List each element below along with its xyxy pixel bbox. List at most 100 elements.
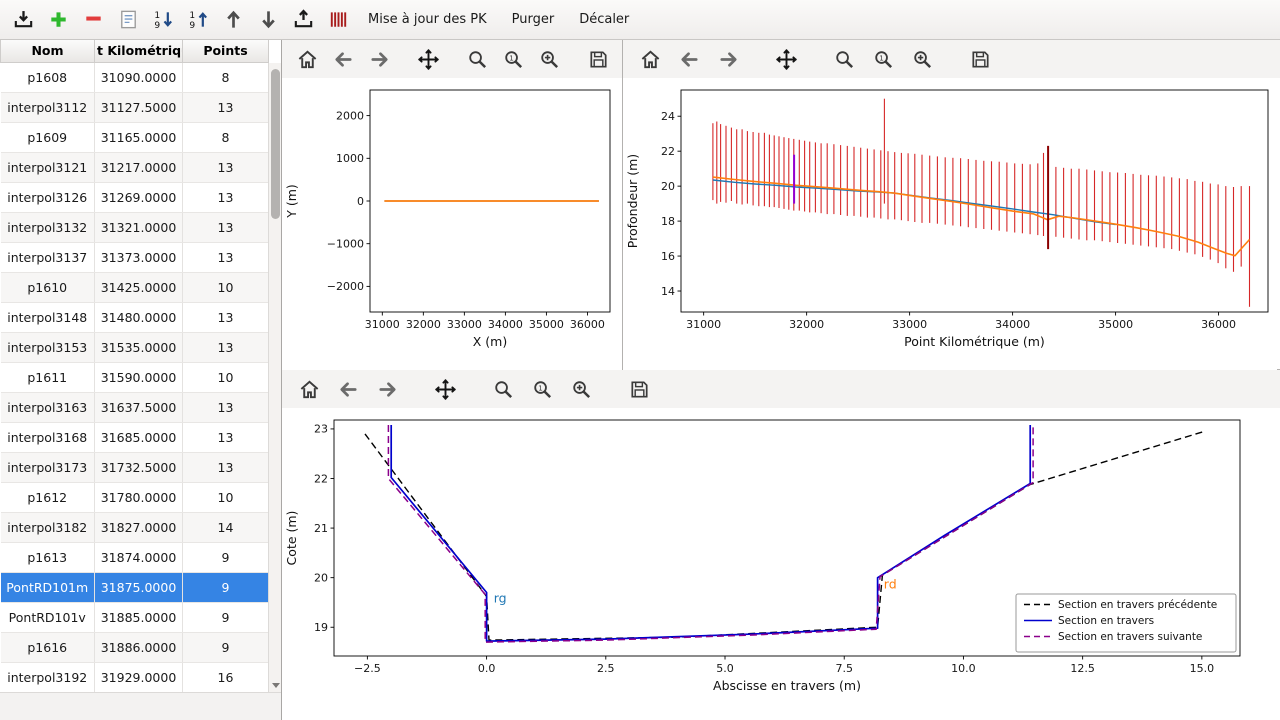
forward-icon[interactable] bbox=[368, 46, 391, 72]
update-pk-button[interactable]: Mise à jour des PK bbox=[360, 8, 495, 31]
cell-pk: 31480.0000 bbox=[95, 302, 183, 332]
export-icon[interactable] bbox=[290, 7, 316, 33]
table-row[interactable]: p161331874.00009 bbox=[1, 542, 269, 572]
cell-points: 13 bbox=[183, 422, 269, 452]
zoom-one-icon[interactable]: 1 bbox=[870, 46, 896, 72]
scrollbar-down-arrow-icon[interactable] bbox=[272, 683, 280, 688]
svg-text:31000: 31000 bbox=[686, 318, 721, 331]
cell-pk: 31269.0000 bbox=[95, 182, 183, 212]
cell-nom: interpol3132 bbox=[1, 212, 95, 242]
table-row[interactable]: PontRD101m31875.00009 bbox=[1, 572, 269, 602]
svg-text:24: 24 bbox=[661, 110, 675, 123]
table-row[interactable]: p161631886.00009 bbox=[1, 632, 269, 662]
column-header-2[interactable]: Points bbox=[183, 40, 269, 62]
zoom-icon[interactable] bbox=[466, 46, 489, 72]
table-row[interactable]: p160931165.00008 bbox=[1, 122, 269, 152]
scrollbar-thumb[interactable] bbox=[271, 69, 280, 219]
cell-points: 10 bbox=[183, 482, 269, 512]
longitudinal-profile-panel: 1 31000320003300034000350003600014161820… bbox=[623, 40, 1280, 369]
cross-section-chart[interactable]: −2.50.02.55.07.510.012.515.01920212223Ab… bbox=[282, 408, 1278, 716]
table-scrollbar[interactable] bbox=[268, 63, 281, 692]
save-icon[interactable] bbox=[587, 46, 610, 72]
zoom-in-icon[interactable] bbox=[568, 376, 594, 402]
cell-pk: 31127.5000 bbox=[95, 92, 183, 122]
svg-text:20: 20 bbox=[661, 180, 675, 193]
cell-nom: p1613 bbox=[1, 542, 95, 572]
longitudinal-profile-chart[interactable]: 3100032000330003400035000360001416182022… bbox=[623, 78, 1277, 370]
zoom-icon[interactable] bbox=[490, 376, 516, 402]
cross-section-panel: 1 −2.50.02.55.07.510.012.515.01920212223… bbox=[282, 370, 1280, 720]
edit-doc-icon[interactable] bbox=[115, 7, 141, 33]
table-row[interactable]: interpol312131217.000013 bbox=[1, 152, 269, 182]
column-header-0[interactable]: Nom bbox=[1, 40, 95, 62]
table-row[interactable]: p161031425.000010 bbox=[1, 272, 269, 302]
svg-text:32000: 32000 bbox=[789, 318, 824, 331]
plan-view-chart[interactable]: 310003200033000340003500036000−2000−1000… bbox=[282, 78, 622, 370]
cell-nom: interpol3163 bbox=[1, 392, 95, 422]
cell-nom: interpol3168 bbox=[1, 422, 95, 452]
table-row[interactable]: interpol316831685.000013 bbox=[1, 422, 269, 452]
zoom-in-icon[interactable] bbox=[538, 46, 561, 72]
top-plots-row: 1» 310003200033000340003500036000−2000−1… bbox=[282, 40, 1280, 370]
save-icon[interactable] bbox=[967, 46, 993, 72]
cell-points: 8 bbox=[183, 62, 269, 92]
table-row[interactable]: interpol315331535.000013 bbox=[1, 332, 269, 362]
pk-stripes-icon[interactable] bbox=[325, 7, 351, 33]
pan-icon[interactable] bbox=[773, 46, 799, 72]
purge-button[interactable]: Purger bbox=[504, 8, 563, 31]
home-icon[interactable] bbox=[637, 46, 663, 72]
arrow-down-icon[interactable] bbox=[255, 7, 281, 33]
table-row[interactable]: interpol316331637.500013 bbox=[1, 392, 269, 422]
save-icon[interactable] bbox=[626, 376, 652, 402]
zoom-one-icon[interactable]: 1 bbox=[529, 376, 555, 402]
plan-view-panel: 1» 310003200033000340003500036000−2000−1… bbox=[282, 40, 623, 369]
zoom-in-icon[interactable] bbox=[909, 46, 935, 72]
back-icon[interactable] bbox=[332, 46, 355, 72]
home-icon[interactable] bbox=[296, 376, 322, 402]
table-row[interactable]: interpol319231929.000016 bbox=[1, 662, 269, 692]
cell-nom: p1610 bbox=[1, 272, 95, 302]
forward-icon[interactable] bbox=[374, 376, 400, 402]
column-header-1[interactable]: t Kilométriqu bbox=[95, 40, 183, 62]
table-row[interactable]: p161231780.000010 bbox=[1, 482, 269, 512]
table-row[interactable]: PontRD101v31885.00009 bbox=[1, 602, 269, 632]
svg-text:34000: 34000 bbox=[488, 318, 523, 331]
table-row[interactable]: p160831090.00008 bbox=[1, 62, 269, 92]
cell-nom: interpol3192 bbox=[1, 662, 95, 692]
zoom-icon[interactable] bbox=[831, 46, 857, 72]
back-icon[interactable] bbox=[676, 46, 702, 72]
table-row[interactable]: p161131590.000010 bbox=[1, 362, 269, 392]
svg-text:18: 18 bbox=[661, 215, 675, 228]
import-icon[interactable] bbox=[10, 7, 36, 33]
pan-icon[interactable] bbox=[417, 46, 440, 72]
cell-pk: 31637.5000 bbox=[95, 392, 183, 422]
cell-points: 13 bbox=[183, 392, 269, 422]
forward-icon[interactable] bbox=[715, 46, 741, 72]
svg-text:36000: 36000 bbox=[1201, 318, 1236, 331]
cell-pk: 31886.0000 bbox=[95, 632, 183, 662]
table-row[interactable]: interpol318231827.000014 bbox=[1, 512, 269, 542]
table-row[interactable]: interpol317331732.500013 bbox=[1, 452, 269, 482]
cell-pk: 31425.0000 bbox=[95, 272, 183, 302]
cell-pk: 31685.0000 bbox=[95, 422, 183, 452]
cell-pk: 31090.0000 bbox=[95, 62, 183, 92]
table-row[interactable]: interpol313731373.000013 bbox=[1, 242, 269, 272]
add-icon[interactable] bbox=[45, 7, 71, 33]
table-row[interactable]: interpol311231127.500013 bbox=[1, 92, 269, 122]
table-body: p160831090.00008interpol311231127.500013… bbox=[1, 62, 269, 692]
sort-down-icon[interactable]: 19 bbox=[150, 7, 176, 33]
table-row[interactable]: interpol312631269.000013 bbox=[1, 182, 269, 212]
table-row[interactable]: interpol313231321.000013 bbox=[1, 212, 269, 242]
application-window: 19 19 Mise à jour des PK Purger Décaler Nomt… bbox=[0, 0, 1280, 720]
arrow-up-icon[interactable] bbox=[220, 7, 246, 33]
zoom-one-icon[interactable]: 1 bbox=[502, 46, 525, 72]
shift-button[interactable]: Décaler bbox=[571, 8, 637, 31]
table-row[interactable]: interpol314831480.000013 bbox=[1, 302, 269, 332]
sort-up-icon[interactable]: 19 bbox=[185, 7, 211, 33]
cell-points: 10 bbox=[183, 362, 269, 392]
cell-pk: 31373.0000 bbox=[95, 242, 183, 272]
remove-icon[interactable] bbox=[80, 7, 106, 33]
pan-icon[interactable] bbox=[432, 376, 458, 402]
back-icon[interactable] bbox=[335, 376, 361, 402]
home-icon[interactable] bbox=[296, 46, 319, 72]
